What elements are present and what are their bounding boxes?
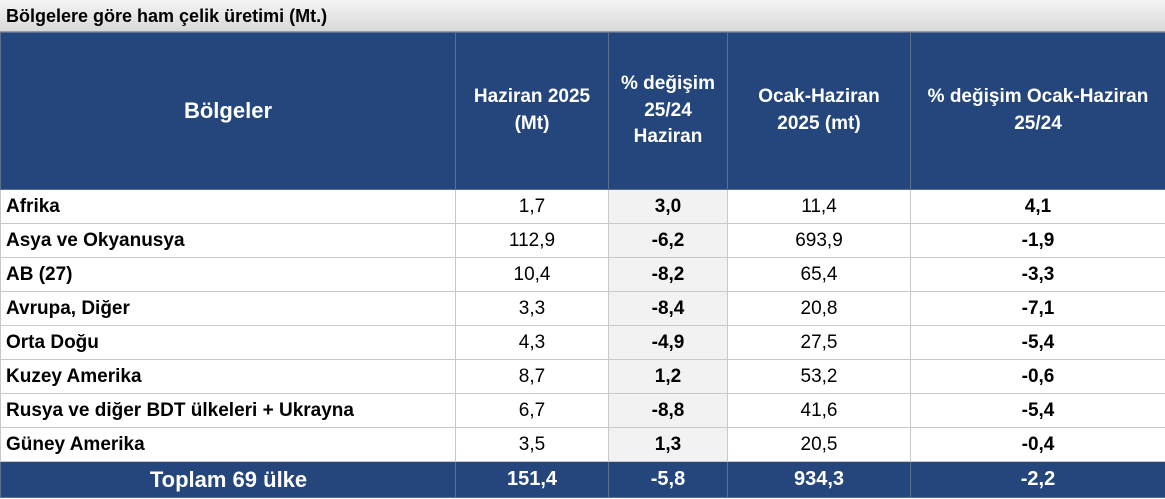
table-row: AB (27) 10,4 -8,2 65,4 -3,3 xyxy=(0,257,1165,292)
value-cell: 112,9 xyxy=(455,223,609,258)
region-cell: Asya ve Okyanusya xyxy=(0,223,456,258)
value-cell: -3,3 xyxy=(910,257,1165,292)
value-cell: 8,7 xyxy=(455,359,609,394)
value-cell: -4,9 xyxy=(608,325,728,360)
value-cell: 65,4 xyxy=(727,257,911,292)
total-value: -2,2 xyxy=(910,461,1165,498)
header-cell: Ocak-Haziran 2025 (mt) xyxy=(727,32,911,190)
value-cell: 6,7 xyxy=(455,393,609,428)
value-cell: 4,3 xyxy=(455,325,609,360)
header-cell: % değişim Ocak-Haziran 25/24 xyxy=(910,32,1165,190)
header-cell: % değişim 25/24 Haziran xyxy=(608,32,728,190)
table-row: Afrika 1,7 3,0 11,4 4,1 xyxy=(0,189,1165,224)
value-cell: 1,2 xyxy=(608,359,728,394)
value-cell: 693,9 xyxy=(727,223,911,258)
table-row: Rusya ve diğer BDT ülkeleri + Ukrayna 6,7… xyxy=(0,393,1165,428)
table-row: Orta Doğu 4,3 -4,9 27,5 -5,4 xyxy=(0,325,1165,360)
value-cell: -6,2 xyxy=(608,223,728,258)
value-cell: 3,0 xyxy=(608,189,728,224)
header-cell: Haziran 2025 (Mt) xyxy=(455,32,609,190)
region-cell: Kuzey Amerika xyxy=(0,359,456,394)
region-cell: Rusya ve diğer BDT ülkeleri + Ukrayna xyxy=(0,393,456,428)
value-cell: -8,8 xyxy=(608,393,728,428)
value-cell: 27,5 xyxy=(727,325,911,360)
region-cell: Orta Doğu xyxy=(0,325,456,360)
header-row: Bölgeler Haziran 2025 (Mt)% değişim 25/24… xyxy=(0,32,1165,190)
table-row: Kuzey Amerika 8,7 1,2 53,2 -0,6 xyxy=(0,359,1165,394)
value-cell: 3,3 xyxy=(455,291,609,326)
table-title: Bölgelere göre ham çelik üretimi (Mt.) xyxy=(0,0,1165,32)
total-row: Toplam 69 ülke 151,4 -5,8 934,3 -2,2 xyxy=(0,461,1165,498)
value-cell: -5,4 xyxy=(910,325,1165,360)
value-cell: -8,2 xyxy=(608,257,728,292)
value-cell: -0,4 xyxy=(910,427,1165,462)
total-value: 934,3 xyxy=(727,461,911,498)
total-value: -5,8 xyxy=(608,461,728,498)
table-row: Asya ve Okyanusya 112,9 -6,2 693,9 -1,9 xyxy=(0,223,1165,258)
region-cell: Afrika xyxy=(0,189,456,224)
total-label: Toplam 69 ülke xyxy=(0,461,456,498)
region-cell: Avrupa, Diğer xyxy=(0,291,456,326)
value-cell: -7,1 xyxy=(910,291,1165,326)
value-cell: -8,4 xyxy=(608,291,728,326)
total-value: 151,4 xyxy=(455,461,609,498)
table-body: Afrika 1,7 3,0 11,4 4,1 Asya ve Okyanusya 112,… xyxy=(0,189,1165,498)
table: Bölgeler Haziran 2025 (Mt)% değişim 25/24… xyxy=(0,32,1165,498)
region-cell: Güney Amerika xyxy=(0,427,456,462)
value-cell: -5,4 xyxy=(910,393,1165,428)
region-cell: AB (27) xyxy=(0,257,456,292)
value-cell: 1,3 xyxy=(608,427,728,462)
value-cell: 11,4 xyxy=(727,189,911,224)
value-cell: -1,9 xyxy=(910,223,1165,258)
value-cell: 3,5 xyxy=(455,427,609,462)
value-cell: 10,4 xyxy=(455,257,609,292)
value-cell: -0,6 xyxy=(910,359,1165,394)
value-cell: 41,6 xyxy=(727,393,911,428)
value-cell: 20,5 xyxy=(727,427,911,462)
value-cell: 53,2 xyxy=(727,359,911,394)
value-cell: 20,8 xyxy=(727,291,911,326)
header-cell: Bölgeler xyxy=(0,32,456,190)
value-cell: 1,7 xyxy=(455,189,609,224)
table-row: Avrupa, Diğer 3,3 -8,4 20,8 -7,1 xyxy=(0,291,1165,326)
table-row: Güney Amerika 3,5 1,3 20,5 -0,4 xyxy=(0,427,1165,462)
value-cell: 4,1 xyxy=(910,189,1165,224)
